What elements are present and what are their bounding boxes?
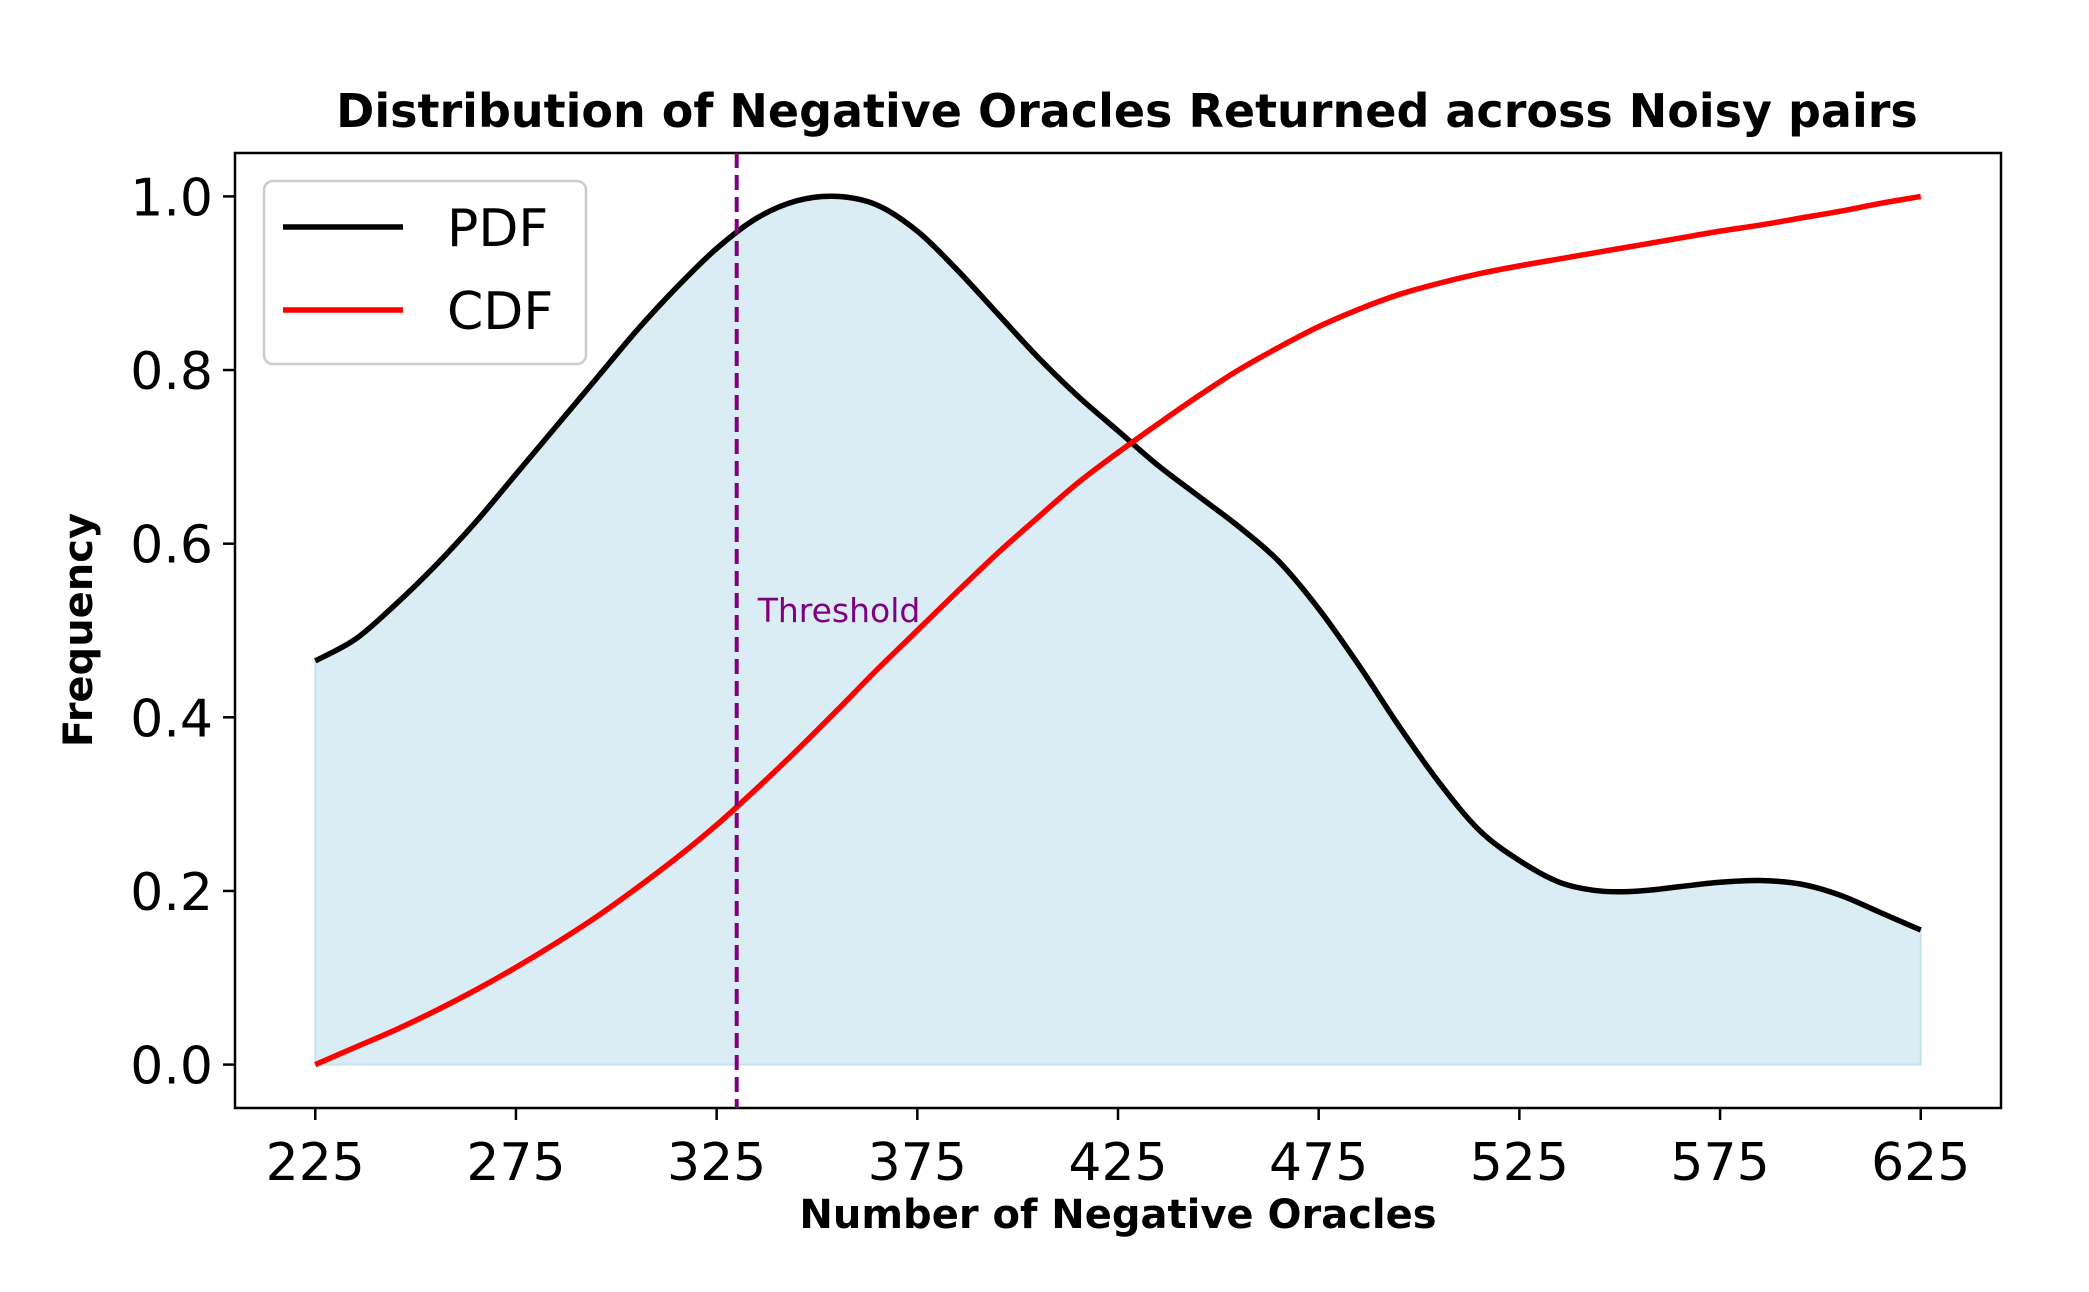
y-tick-label: 0.8: [130, 342, 213, 402]
x-tick-label: 375: [868, 1133, 967, 1193]
x-tick-label: 525: [1470, 1133, 1569, 1193]
series-line-cdf: [314, 193, 1922, 1068]
x-axis-ticks: 225 275 325 375 425 475 525 575 625: [266, 1108, 1970, 1193]
legend-label-cdf: CDF: [447, 282, 553, 342]
y-axis-ticks: 0.0 0.2 0.4 0.6 0.8 1.0: [130, 168, 235, 1097]
y-tick-label: 1.0: [130, 168, 213, 228]
y-tick-label: 0.4: [130, 689, 213, 749]
legend: PDF CDF: [262, 179, 588, 366]
y-tick-label: 0.2: [130, 863, 213, 923]
legend-label-pdf: PDF: [447, 199, 548, 259]
threshold-label: Threshold: [757, 591, 921, 630]
x-tick-label: 325: [667, 1133, 766, 1193]
series-line-pdf: [313, 193, 1922, 933]
x-tick-label: 275: [466, 1133, 565, 1193]
y-axis-label: Frequency: [56, 513, 102, 747]
x-tick-label: 625: [1871, 1133, 1970, 1193]
x-tick-label: 225: [266, 1133, 365, 1193]
series-lines-layer: [313, 193, 1922, 1068]
threshold-layer: Threshold: [734, 153, 921, 1108]
x-tick-label: 575: [1670, 1133, 1769, 1193]
x-axis-label: Number of Negative Oracles: [799, 1192, 1436, 1238]
y-tick-label: 0.6: [130, 516, 213, 576]
chart-title: Distribution of Negative Oracles Returne…: [336, 84, 1918, 138]
x-tick-label: 475: [1269, 1133, 1368, 1193]
y-tick-label: 0.0: [130, 1037, 213, 1097]
x-tick-label: 425: [1068, 1133, 1167, 1193]
